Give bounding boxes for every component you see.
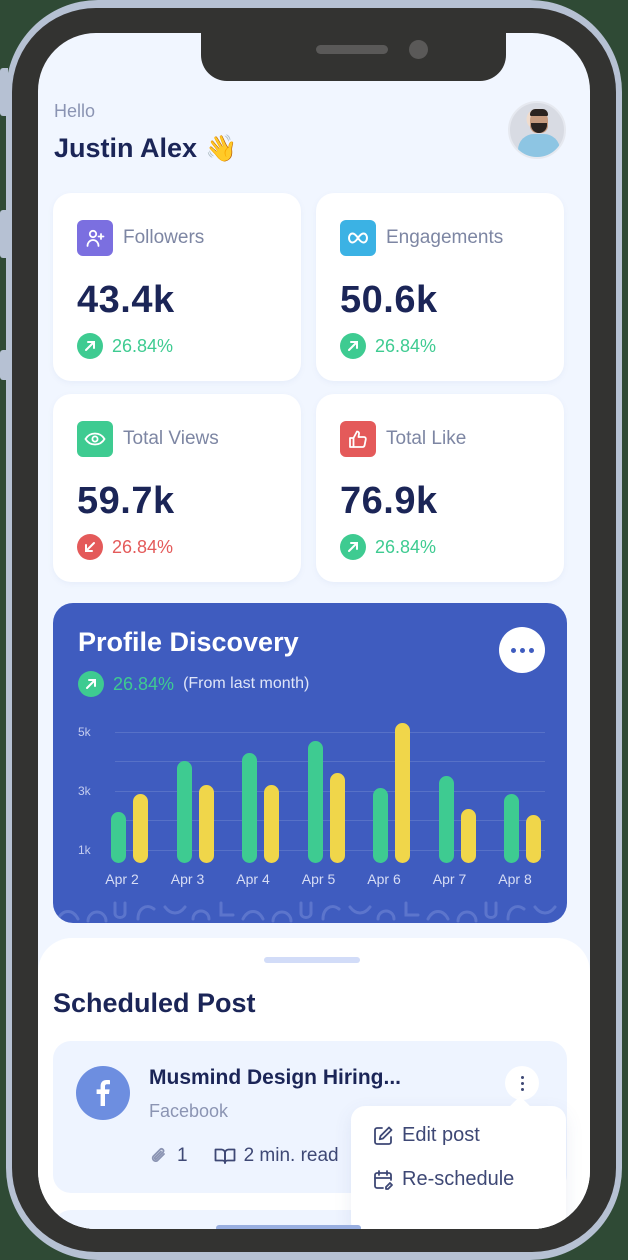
front-camera — [409, 40, 428, 59]
discovery-title: Profile Discovery — [78, 627, 299, 657]
stat-card-total-views[interactable]: Total Views 59.7k 26.84% — [53, 394, 301, 582]
chart-bar[interactable] — [198, 785, 214, 863]
stat-change-value: 26.84% — [375, 536, 437, 557]
chart-bar[interactable] — [176, 761, 192, 863]
stat-change: 26.84% — [340, 534, 436, 560]
stat-change: 26.84% — [77, 333, 173, 359]
scheduled-post-card[interactable]: Musmind Design Hiring... Facebook 1 2 mi… — [53, 1041, 567, 1193]
stat-change-value: 26.84% — [112, 335, 174, 356]
stat-label: Engagements — [386, 227, 504, 248]
chart-bar[interactable] — [504, 793, 519, 863]
menu-item-edit-post[interactable]: Edit post — [372, 1124, 480, 1147]
stat-change-value: 26.84% — [112, 536, 174, 557]
arrow-up-right-icon — [77, 333, 103, 359]
home-indicator[interactable] — [216, 1225, 361, 1229]
chart-bar[interactable] — [264, 785, 279, 863]
post-options-menu: Edit post Re-schedule — [351, 1106, 566, 1229]
arrow-up-right-icon — [340, 534, 366, 560]
phone-notch — [201, 33, 506, 81]
x-tick-label: Apr 7 — [432, 871, 467, 887]
infinity-icon — [340, 220, 376, 256]
gridline — [115, 761, 545, 762]
book-open-icon — [214, 1148, 235, 1164]
stat-card-total-like[interactable]: Total Like 76.9k 26.84% — [316, 394, 564, 582]
scheduled-post-sheet: Scheduled Post Musmind Design Hiring... … — [38, 938, 590, 1229]
decorative-pattern — [56, 901, 557, 923]
stat-value: 50.6k — [340, 279, 438, 321]
x-tick-label: Apr 3 — [170, 871, 205, 887]
scheduled-post-title: Scheduled Post — [53, 988, 256, 1018]
discovery-change: 26.84% (From last month) — [78, 671, 309, 697]
phone-volume-up-button — [0, 210, 8, 258]
post-platform: Facebook — [149, 1101, 229, 1121]
chart-bar[interactable] — [395, 723, 410, 863]
app-screen: Hello Justin Alex 👋 Followers 43.4k 26.8… — [38, 33, 590, 1229]
discovery-change-note: (From last month) — [183, 675, 310, 692]
stat-card-followers[interactable]: Followers 43.4k 26.84% — [53, 193, 301, 381]
phone-side-button — [0, 68, 8, 116]
speaker-grille — [316, 45, 388, 54]
stat-change-value: 26.84% — [375, 335, 437, 356]
paperclip-icon — [151, 1148, 165, 1162]
x-tick-label: Apr 6 — [367, 871, 401, 887]
attachment-count: 1 — [177, 1145, 188, 1166]
y-tick-label: 1k — [78, 843, 91, 857]
edit-icon — [374, 1126, 393, 1145]
chart-bar[interactable] — [438, 776, 454, 863]
arrow-up-right-icon — [78, 671, 104, 697]
chart-bar[interactable] — [329, 773, 345, 863]
stat-label: Followers — [123, 227, 205, 248]
stat-value: 59.7k — [77, 480, 175, 522]
stat-label: Total Like — [386, 428, 467, 449]
avatar[interactable] — [508, 101, 566, 159]
discovery-change-value: 26.84% — [113, 673, 175, 694]
post-meta: 1 2 min. read — [149, 1145, 339, 1167]
user-name: Justin Alex 👋 — [54, 133, 237, 164]
greeting-text: Hello — [54, 101, 96, 121]
x-tick-label: Apr 5 — [301, 871, 336, 887]
reschedule-label: Re-schedule — [402, 1168, 515, 1190]
x-tick-label: Apr 8 — [498, 871, 532, 887]
phone-volume-down-button — [0, 350, 8, 380]
more-vertical-icon[interactable] — [505, 1066, 539, 1100]
chart-bar[interactable] — [111, 811, 126, 863]
y-tick-label: 3k — [78, 784, 91, 798]
gridline — [115, 732, 545, 733]
y-tick-label: 5k — [78, 725, 91, 739]
eye-icon — [77, 421, 113, 457]
arrow-up-right-icon — [340, 333, 366, 359]
chart-bar[interactable] — [133, 793, 148, 863]
discovery-bar-chart: 5k 3k 1k Apr 2 Apr 3 Apr 4 Apr 5 Apr 6 Apr 7 A… — [53, 703, 567, 923]
post-title: Musmind Design Hiring... — [149, 1066, 402, 1089]
chart-bar[interactable] — [373, 788, 388, 863]
thumbs-up-icon — [340, 421, 376, 457]
x-tick-label: Apr 2 — [105, 871, 139, 887]
waving-hand-icon: 👋 — [205, 133, 238, 163]
sheet-drag-handle[interactable] — [264, 957, 360, 963]
read-time: 2 min. read — [243, 1145, 339, 1166]
arrow-down-left-icon — [77, 534, 103, 560]
user-name-label: Justin Alex — [54, 133, 198, 163]
chart-bar[interactable] — [460, 808, 476, 863]
x-tick-label: Apr 4 — [236, 871, 270, 887]
stat-value: 76.9k — [340, 480, 438, 522]
stat-change: 26.84% — [340, 333, 436, 359]
calendar-edit-icon — [374, 1169, 393, 1190]
chart-bar[interactable] — [307, 740, 323, 863]
stat-change: 26.84% — [77, 534, 173, 560]
add-user-icon — [77, 220, 113, 256]
avatar-body — [518, 134, 560, 157]
stat-label: Total Views — [123, 428, 219, 449]
profile-discovery-card: Profile Discovery 26.84% (From last mont… — [53, 603, 567, 923]
more-horizontal-icon[interactable] — [499, 627, 545, 673]
avatar-beard — [531, 123, 547, 133]
stat-card-engagements[interactable]: Engagements 50.6k 26.84% — [316, 193, 564, 381]
edit-post-label: Edit post — [402, 1124, 480, 1146]
menu-item-reschedule[interactable]: Re-schedule — [372, 1168, 514, 1191]
stat-value: 43.4k — [77, 279, 175, 321]
facebook-icon — [76, 1066, 130, 1120]
avatar-hair — [530, 109, 548, 116]
chart-bar[interactable] — [526, 814, 541, 863]
chart-bar[interactable] — [242, 752, 257, 863]
